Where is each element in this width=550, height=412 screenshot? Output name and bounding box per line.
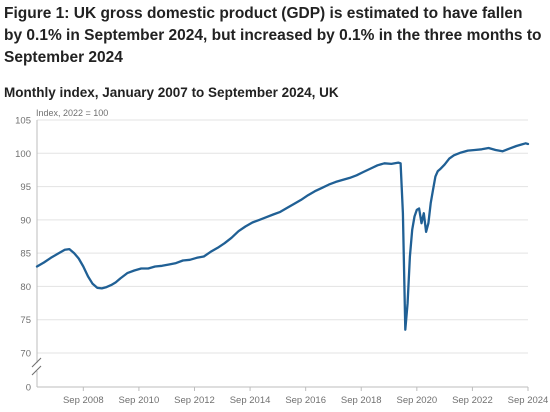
x-tick-label: Sep 2016 bbox=[285, 395, 326, 406]
x-tick-label: Sep 2018 bbox=[341, 395, 382, 406]
y-axis-label: Index, 2022 = 100 bbox=[36, 108, 108, 118]
axes: 0 70 75 80 85 90 95 100 105 Sep 2008 Sep 2010 Sep 2… bbox=[15, 116, 548, 407]
y-tick-label: 80 bbox=[20, 282, 31, 293]
axis-break-mark bbox=[31, 357, 42, 376]
x-tick-label: Sep 2022 bbox=[452, 395, 493, 406]
gridlines bbox=[37, 119, 528, 354]
figure-title: Figure 1: UK gross domestic product (GDP… bbox=[4, 5, 542, 66]
y-tick-label: 70 bbox=[20, 349, 31, 360]
figure-subtitle: Monthly index, January 2007 to September… bbox=[4, 85, 339, 100]
y-tick-label: 100 bbox=[15, 149, 31, 160]
y-tick-label: 0 bbox=[26, 383, 31, 394]
y-tick-label: 95 bbox=[20, 182, 31, 193]
y-tick-label: 105 bbox=[15, 116, 31, 127]
x-tick-label: Sep 2012 bbox=[174, 395, 215, 406]
x-tick-label: Sep 2024 bbox=[508, 395, 549, 406]
x-tick-label: Sep 2014 bbox=[230, 395, 271, 406]
y-tick-label: 90 bbox=[20, 215, 31, 226]
y-tick-label: 85 bbox=[20, 249, 31, 260]
x-tick-label: Sep 2020 bbox=[396, 395, 437, 406]
y-tick-label: 75 bbox=[20, 315, 31, 326]
gdp-series-line bbox=[35, 142, 530, 331]
x-tick-label: Sep 2008 bbox=[63, 395, 104, 406]
x-tick-label: Sep 2010 bbox=[119, 395, 160, 406]
